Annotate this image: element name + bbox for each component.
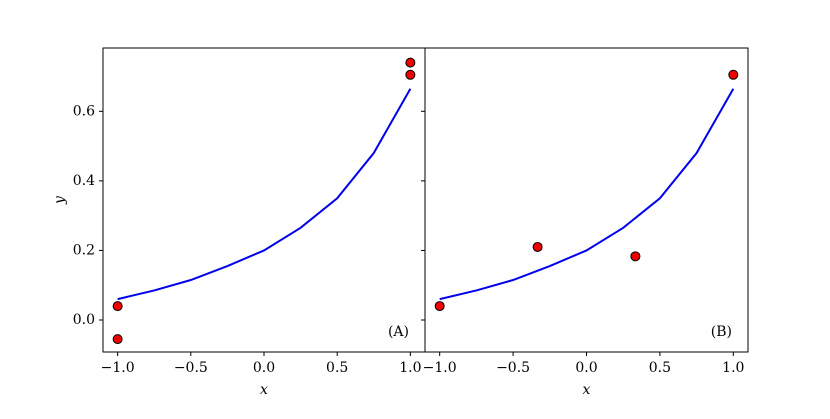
x-tick-label: −0.5 (174, 360, 208, 376)
x-tick-label: 0.0 (575, 360, 597, 376)
fit-curve (439, 88, 735, 301)
x-tick-label: −1.0 (101, 360, 135, 376)
plot-frame (424, 47, 749, 353)
annotation: (B) (711, 324, 732, 340)
data-point (630, 251, 641, 262)
data-point (112, 301, 123, 312)
fit-curve (117, 88, 412, 301)
data-point (728, 69, 739, 80)
x-tick-label: −0.5 (496, 360, 530, 376)
data-point (405, 69, 416, 80)
x-axis-label: x (260, 382, 268, 398)
x-tick-label: 1.0 (722, 360, 744, 376)
y-axis-label: y (52, 195, 68, 205)
y-tick-label: 0.2 (73, 242, 95, 258)
x-axis-label: x (583, 382, 591, 398)
y-tick-label: 0.6 (73, 103, 95, 119)
data-point (405, 57, 416, 68)
x-tick-label: 1.0 (399, 360, 421, 376)
annotation: (A) (388, 324, 409, 340)
x-tick-label: −1.0 (423, 360, 457, 376)
x-tick-label: 0.0 (253, 360, 275, 376)
data-point (112, 334, 123, 345)
y-tick-label: 0.4 (73, 173, 95, 189)
data-point (434, 301, 445, 312)
x-tick-label: 0.5 (326, 360, 348, 376)
x-tick-label: 0.5 (649, 360, 671, 376)
y-tick-label: 0.0 (73, 312, 95, 328)
plot-frame (102, 47, 426, 353)
data-point (532, 241, 543, 252)
